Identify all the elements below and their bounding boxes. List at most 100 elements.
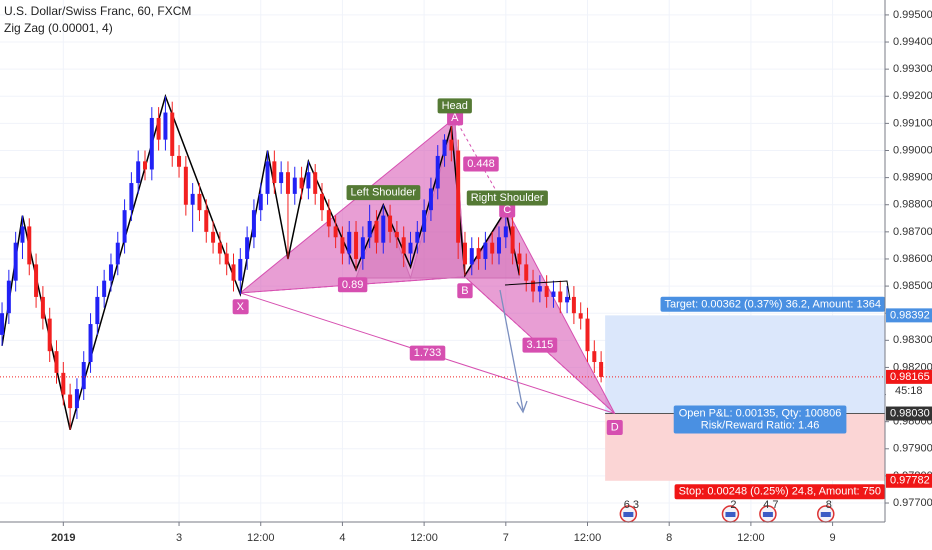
pattern-point-label: A <box>451 112 459 124</box>
hs-label-bg <box>466 190 548 206</box>
indicator-label: Zig Zag (0.00001, 4) <box>4 21 113 35</box>
candle-body <box>183 166 188 205</box>
pattern-point-label: D <box>611 421 619 433</box>
hs-label: Head <box>442 100 468 112</box>
candle-body <box>102 280 107 297</box>
hs-label: Left Shoulder <box>351 187 417 199</box>
candle-body <box>61 372 66 395</box>
candle-body <box>211 231 216 243</box>
candle-body <box>531 280 536 292</box>
y-tick-label: 0.98600 <box>893 253 932 265</box>
arrow-line <box>499 289 524 411</box>
event-label: 4 7 <box>763 499 778 511</box>
candle-body <box>320 193 325 211</box>
price-badge-bg <box>886 406 932 421</box>
candle-body <box>415 231 420 243</box>
pattern-ratio-label-bg <box>522 337 558 353</box>
x-tick-label: 12:00 <box>247 532 275 544</box>
hs-label: Right Shoulder <box>471 192 544 204</box>
candle-body <box>442 139 447 156</box>
candle-body <box>565 296 570 303</box>
candle-body <box>40 296 45 319</box>
candle-body <box>292 177 297 194</box>
price-badge-bg <box>886 369 932 384</box>
y-tick-label: 0.99100 <box>893 117 932 129</box>
candle-body <box>143 161 148 170</box>
candle-body <box>299 177 304 189</box>
candle-body <box>537 286 542 292</box>
event-label: 6 3 <box>624 499 639 511</box>
candle-body <box>149 117 154 170</box>
pattern-point-label-bg <box>457 283 473 299</box>
y-tick-label: 0.99500 <box>893 9 932 21</box>
y-tick-label: 0.98300 <box>893 334 932 346</box>
pattern-point-label-bg <box>499 202 516 218</box>
candle-body <box>68 394 73 409</box>
plot <box>0 93 885 431</box>
candle-body <box>108 264 113 281</box>
target-label-bg <box>660 296 885 312</box>
candle-body <box>279 172 284 184</box>
pattern-point-label-bg <box>606 419 623 435</box>
candle-body <box>374 221 379 243</box>
candle-body <box>497 237 502 254</box>
hs-label-bg <box>346 185 421 201</box>
pattern-point-label: B <box>461 285 468 297</box>
candle-body <box>510 226 515 254</box>
candle-body <box>490 242 495 254</box>
y-tick-label: 0.97900 <box>893 443 932 455</box>
candle-body <box>115 242 120 265</box>
y-tick-label: 0.97700 <box>893 497 932 509</box>
candle-body <box>333 226 338 238</box>
pattern-point-label-bg <box>232 299 249 315</box>
y-tick-label: 0.99400 <box>893 36 932 48</box>
price-badge-bg <box>886 308 932 323</box>
x-tick-label: 4 <box>339 532 345 544</box>
candle-body <box>258 193 263 211</box>
pattern-ratio-label-bg <box>409 345 446 361</box>
x-tick-label: 9 <box>830 532 836 544</box>
event-label: 2 <box>730 499 736 511</box>
candle-body <box>0 313 5 335</box>
hs-label-bg <box>437 98 472 114</box>
candle-body <box>122 210 127 243</box>
candle-body <box>483 242 488 259</box>
candle-body <box>27 226 32 265</box>
candle-body <box>54 351 59 373</box>
pattern-ratio-label: 3.115 <box>526 339 553 351</box>
candle-body <box>95 296 100 325</box>
candle-body <box>231 264 236 281</box>
candle-body <box>558 291 563 303</box>
y-tick-label: 0.98500 <box>893 280 932 292</box>
drawn-line <box>504 280 571 301</box>
candle-body <box>326 210 331 227</box>
pattern-ratio-label: 0.448 <box>467 158 495 170</box>
candle-body <box>381 215 386 243</box>
pattern-ratio-label: 1.733 <box>414 347 442 359</box>
candle-body <box>190 193 195 205</box>
target-label: Target: 0.00362 (0.37%) 36.2, Amount: 13… <box>665 298 881 310</box>
candle-body <box>163 112 168 140</box>
candle-body <box>129 183 134 211</box>
candle-body <box>197 193 202 211</box>
candle-body <box>449 139 454 151</box>
event-flag <box>762 512 773 517</box>
candle-body <box>354 231 359 259</box>
candle-body <box>20 226 25 243</box>
candle-body <box>367 221 372 238</box>
chart-title: U.S. Dollar/Swiss Franc, 60, FXCM <box>4 4 191 18</box>
candle-body <box>422 210 427 232</box>
pattern-ratio-label-bg <box>463 156 499 172</box>
candle-body <box>217 242 222 254</box>
event-label: 8 <box>826 499 832 511</box>
pattern-point-label: C <box>503 204 511 216</box>
pattern-ratio-label-bg <box>337 277 368 293</box>
y-tick-label: 0.98800 <box>893 199 932 211</box>
axis: 0.99500 0.99400 0.99300 0.99200 0.99100 0.990… <box>51 9 932 544</box>
countdown-bg <box>886 383 932 398</box>
candle-body <box>408 242 413 254</box>
countdown: 45:18 <box>895 385 923 397</box>
candle-body <box>81 362 86 390</box>
